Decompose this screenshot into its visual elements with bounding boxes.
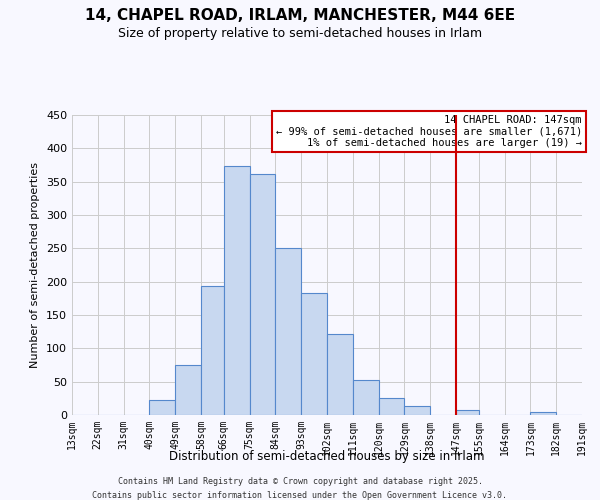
Text: 14, CHAPEL ROAD, IRLAM, MANCHESTER, M44 6EE: 14, CHAPEL ROAD, IRLAM, MANCHESTER, M44 …	[85, 8, 515, 22]
Bar	[456, 410, 479, 415]
Bar	[530, 412, 556, 415]
Bar	[353, 380, 379, 415]
Text: Contains HM Land Registry data © Crown copyright and database right 2025.: Contains HM Land Registry data © Crown c…	[118, 478, 482, 486]
Bar	[175, 365, 201, 415]
Text: 14 CHAPEL ROAD: 147sqm
← 99% of semi-detached houses are smaller (1,671)
1% of s: 14 CHAPEL ROAD: 147sqm ← 99% of semi-det…	[276, 115, 582, 148]
Bar	[301, 293, 327, 415]
Bar	[250, 174, 275, 415]
Bar	[224, 166, 250, 415]
Text: Size of property relative to semi-detached houses in Irlam: Size of property relative to semi-detach…	[118, 28, 482, 40]
Y-axis label: Number of semi-detached properties: Number of semi-detached properties	[31, 162, 40, 368]
Text: Distribution of semi-detached houses by size in Irlam: Distribution of semi-detached houses by …	[169, 450, 485, 463]
Bar	[327, 334, 353, 415]
Bar	[275, 248, 301, 415]
Text: Contains public sector information licensed under the Open Government Licence v3: Contains public sector information licen…	[92, 491, 508, 500]
Bar	[201, 286, 224, 415]
Bar	[379, 398, 404, 415]
Bar	[149, 400, 175, 415]
Bar	[404, 406, 430, 415]
